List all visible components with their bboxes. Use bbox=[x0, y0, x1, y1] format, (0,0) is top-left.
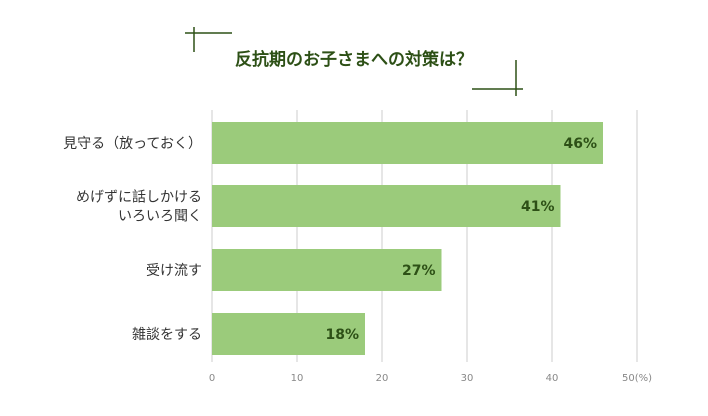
category-label: 受け流す bbox=[146, 263, 202, 279]
bars bbox=[212, 122, 603, 355]
category-label: めげずに話しかける bbox=[76, 189, 202, 206]
x-axis-ticks: 0 10 20 30 40 50(%) bbox=[209, 373, 652, 384]
value-label: 41% bbox=[521, 199, 555, 215]
x-tick-label: 50(%) bbox=[622, 373, 652, 384]
title-decoration bbox=[185, 27, 523, 96]
bar bbox=[212, 185, 561, 227]
category-label: 見守る（放っておく） bbox=[63, 136, 202, 152]
x-tick-label: 10 bbox=[291, 373, 304, 384]
bar bbox=[212, 122, 603, 164]
chart-title: 反抗期のお子さまへの対策は？ bbox=[235, 49, 473, 70]
value-labels: 46% 41% 27% 18% bbox=[325, 136, 597, 343]
x-tick-label: 0 bbox=[209, 373, 215, 384]
bar bbox=[212, 313, 365, 355]
x-tick-label: 30 bbox=[461, 373, 474, 384]
value-label: 27% bbox=[402, 263, 436, 279]
value-label: 18% bbox=[325, 327, 359, 343]
category-label: いろいろ聞く bbox=[118, 209, 202, 225]
x-tick-label: 40 bbox=[546, 373, 559, 384]
x-tick-label: 20 bbox=[376, 373, 389, 384]
value-label: 46% bbox=[563, 136, 597, 152]
category-label: 雑談をする bbox=[132, 327, 202, 343]
bar bbox=[212, 249, 442, 291]
